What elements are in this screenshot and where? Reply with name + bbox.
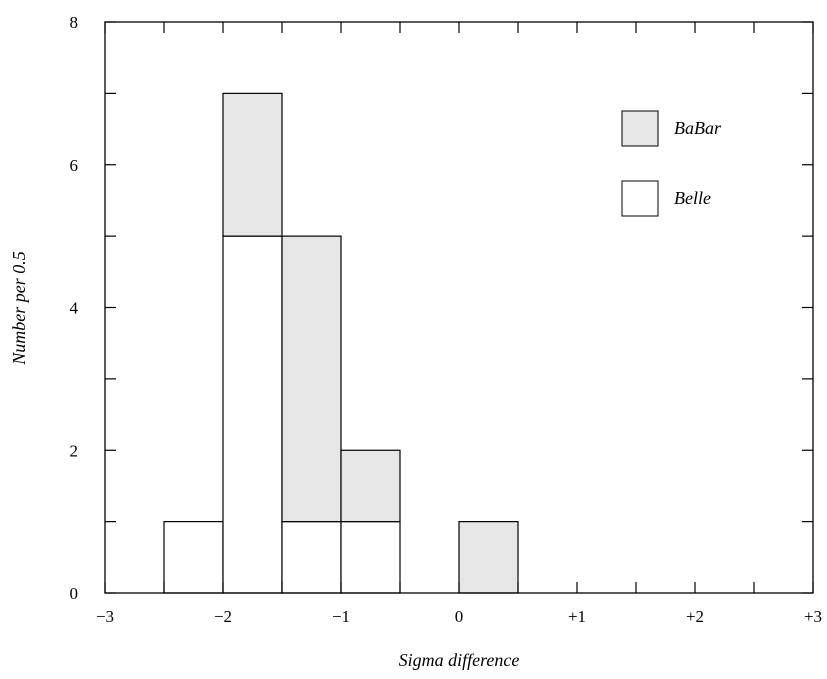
x-tick-label: −1 — [332, 607, 350, 626]
y-tick-labels: 0 2 4 6 8 — [70, 13, 79, 603]
x-tick-label: −2 — [214, 607, 232, 626]
axis-ticks — [104, 21, 814, 594]
y-tick-label: 2 — [70, 441, 79, 460]
x-axis-title: Sigma difference — [399, 650, 520, 670]
bar-babar-5 — [458, 521, 519, 594]
bar-babar-3 — [340, 449, 401, 523]
x-tick-label: +3 — [804, 607, 822, 626]
bar-belle-0 — [163, 521, 224, 594]
y-tick-label: 6 — [70, 156, 79, 175]
x-tick-labels: −3 −2 −1 0 +1 +2 +3 — [96, 607, 822, 626]
bar-belle-2 — [281, 521, 342, 594]
bar-belle-3 — [340, 521, 401, 594]
y-tick-label: 8 — [70, 13, 79, 32]
legend-swatch-belle — [621, 180, 659, 217]
y-tick-label: 0 — [70, 584, 79, 603]
legend-swatch-babar — [621, 110, 659, 147]
bar-babar-2 — [281, 235, 342, 523]
x-tick-label: 0 — [455, 607, 464, 626]
bars-group — [163, 92, 519, 594]
plot-frame — [104, 21, 814, 594]
bar-belle-1 — [222, 235, 283, 594]
x-tick-label: −3 — [96, 607, 114, 626]
legend: BaBar Belle — [621, 110, 722, 217]
x-tick-label: +2 — [686, 607, 704, 626]
legend-label-babar: BaBar — [674, 118, 722, 138]
x-tick-label: +1 — [568, 607, 586, 626]
legend-label-belle: Belle — [674, 188, 711, 208]
bar-babar-1 — [222, 92, 283, 237]
y-axis-title: Number per 0.5 — [9, 251, 29, 366]
y-tick-label: 4 — [70, 299, 79, 318]
